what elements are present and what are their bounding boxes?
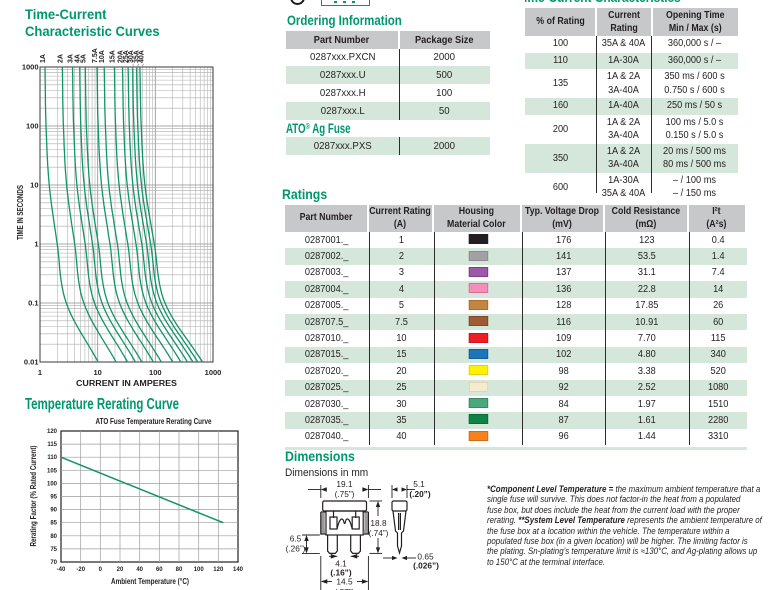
svg-text:120: 120 [213, 567, 224, 573]
svg-text:-40: -40 [57, 567, 66, 573]
svg-text:0.01: 0.01 [24, 358, 39, 367]
svg-text:25A: 25A [123, 50, 130, 63]
svg-text:4.1: 4.1 [335, 559, 347, 569]
svg-text:20A: 20A [118, 50, 125, 63]
svg-text:100: 100 [194, 567, 205, 573]
svg-text:ATO Fuse Temperature Rerating: ATO Fuse Temperature Rerating Curve [96, 416, 212, 426]
svg-text:3A: 3A [68, 54, 75, 63]
svg-text:Rerating Factor (% Rated Curre: Rerating Factor (% Rated Current) [28, 445, 38, 546]
svg-text:(.75”): (.75”) [335, 489, 355, 499]
svg-text:15A: 15A [109, 50, 116, 63]
svg-text:(.026”): (.026”) [413, 561, 439, 571]
svg-text:120: 120 [47, 429, 58, 435]
svg-text:1000: 1000 [22, 63, 39, 72]
svg-text:10: 10 [94, 368, 102, 377]
svg-text:105: 105 [47, 468, 58, 474]
svg-text:35A: 35A [134, 50, 141, 63]
svg-text:0.1: 0.1 [28, 299, 38, 308]
svg-text:10A: 10A [99, 50, 106, 63]
svg-text:70: 70 [50, 560, 57, 566]
svg-text:1: 1 [38, 368, 42, 377]
svg-text:18.8: 18.8 [370, 518, 387, 528]
svg-text:6.5: 6.5 [290, 534, 302, 544]
svg-text:0: 0 [99, 567, 103, 573]
svg-text:75: 75 [50, 547, 57, 553]
svg-text:40A: 40A [139, 50, 146, 63]
svg-text:100: 100 [149, 368, 162, 377]
svg-text:(.74”): (.74”) [369, 528, 389, 538]
svg-text:4A: 4A [75, 54, 82, 63]
svg-text:40: 40 [136, 567, 143, 573]
svg-text:7.5A: 7.5A [92, 48, 99, 63]
svg-text:1000: 1000 [205, 368, 222, 377]
svg-text:10: 10 [30, 181, 38, 190]
svg-text:85: 85 [50, 521, 57, 527]
svg-text:80: 80 [176, 567, 183, 573]
svg-text:(.20”): (.20”) [409, 489, 430, 499]
svg-text:(.16”): (.16”) [330, 568, 351, 578]
svg-text:140: 140 [233, 567, 244, 573]
svg-text:CURRENT IN AMPERES: CURRENT IN AMPERES [76, 379, 178, 388]
svg-text:1: 1 [34, 240, 38, 249]
svg-text:5A: 5A [80, 54, 87, 63]
svg-text:2A: 2A [57, 54, 64, 63]
svg-text:20: 20 [117, 567, 124, 573]
svg-text:1A: 1A [40, 54, 47, 63]
svg-text:14.5: 14.5 [336, 577, 353, 587]
svg-text:90: 90 [50, 508, 57, 514]
svg-text:0.65: 0.65 [417, 552, 434, 562]
svg-text:(.57”): (.57”) [335, 587, 355, 590]
svg-text:110: 110 [47, 455, 57, 461]
svg-text:115: 115 [47, 442, 57, 448]
svg-text:Ambient Temperature (°C): Ambient Temperature (°C) [111, 576, 189, 586]
svg-text:5.1: 5.1 [413, 479, 425, 489]
svg-text:TIME IN SECONDS: TIME IN SECONDS [16, 184, 25, 240]
svg-text:80: 80 [50, 534, 57, 540]
svg-text:100: 100 [47, 481, 58, 487]
svg-text:100: 100 [26, 122, 39, 131]
svg-text:30A: 30A [128, 50, 135, 63]
svg-text:(.26”): (.26”) [286, 544, 306, 554]
svg-text:19.1: 19.1 [336, 479, 353, 489]
svg-text:95: 95 [50, 495, 57, 501]
svg-text:60: 60 [156, 567, 163, 573]
svg-text:-20: -20 [76, 567, 85, 573]
